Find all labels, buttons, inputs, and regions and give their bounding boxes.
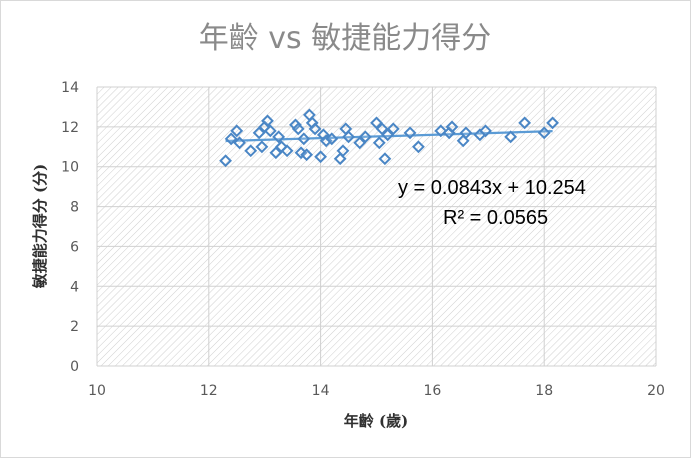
data-point: [219, 154, 232, 168]
data-point: [252, 126, 266, 140]
data-point: [244, 144, 258, 158]
data-point: [272, 130, 286, 144]
data-point: [224, 132, 238, 146]
data-point: [546, 116, 559, 130]
data-point: [504, 130, 518, 144]
data-point: [378, 152, 392, 166]
data-point: [255, 140, 269, 154]
data-point: [233, 136, 246, 150]
data-point: [358, 130, 372, 144]
data-point: [342, 130, 355, 144]
y-axis-title: 敏捷能力得分 (分): [31, 164, 49, 289]
x-tick-label: 12: [200, 383, 218, 399]
data-point: [314, 150, 328, 164]
data-point: [412, 140, 425, 154]
data-point: [325, 132, 339, 146]
plot-area: [97, 87, 656, 366]
data-point: [308, 122, 322, 136]
data-point: [403, 126, 417, 140]
data-point: [300, 148, 314, 162]
chart-title: 年齡 vs 敏捷能力得分: [199, 21, 491, 56]
data-point: [370, 116, 383, 130]
data-point: [280, 144, 294, 158]
y-tick-label: 4: [70, 279, 79, 295]
gridlines: [96, 86, 657, 367]
y-tick-label: 10: [61, 160, 79, 176]
data-point: [445, 120, 459, 134]
data-point: [518, 116, 532, 130]
y-tick-label: 6: [70, 239, 79, 255]
data-point: [381, 128, 395, 142]
x-tick-label: 10: [88, 383, 106, 399]
y-tick-label: 14: [61, 80, 79, 96]
data-points: [219, 108, 559, 168]
x-axis-ticks: 10 12 14 16 18 20: [88, 383, 665, 399]
data-point: [261, 114, 274, 128]
x-tick-label: 16: [423, 383, 441, 399]
y-axis-ticks: 0 2 4 6 8 10 12 14: [61, 80, 79, 375]
data-point: [353, 136, 367, 150]
r-squared-label: R² = 0.0565: [443, 207, 548, 229]
data-point: [459, 126, 473, 140]
data-point: [375, 122, 389, 136]
x-tick-label: 18: [535, 383, 553, 399]
data-point: [291, 122, 305, 136]
trendline-equation: y = 0.0843x + 10.254: [398, 177, 586, 199]
data-point: [269, 146, 283, 160]
x-axis-title: 年齡 (歲): [344, 412, 408, 430]
x-tick-label: 14: [312, 383, 330, 399]
data-point: [386, 122, 400, 136]
data-point: [336, 144, 350, 158]
data-point: [537, 126, 551, 140]
y-tick-label: 12: [61, 120, 79, 136]
data-point: [263, 124, 277, 138]
y-tick-label: 0: [70, 359, 79, 375]
data-point: [372, 136, 386, 150]
y-tick-label: 8: [70, 200, 79, 216]
y-tick-label: 2: [70, 319, 79, 335]
data-point: [297, 132, 311, 146]
data-point: [230, 124, 244, 138]
data-point: [479, 124, 492, 138]
x-tick-label: 20: [647, 383, 665, 399]
